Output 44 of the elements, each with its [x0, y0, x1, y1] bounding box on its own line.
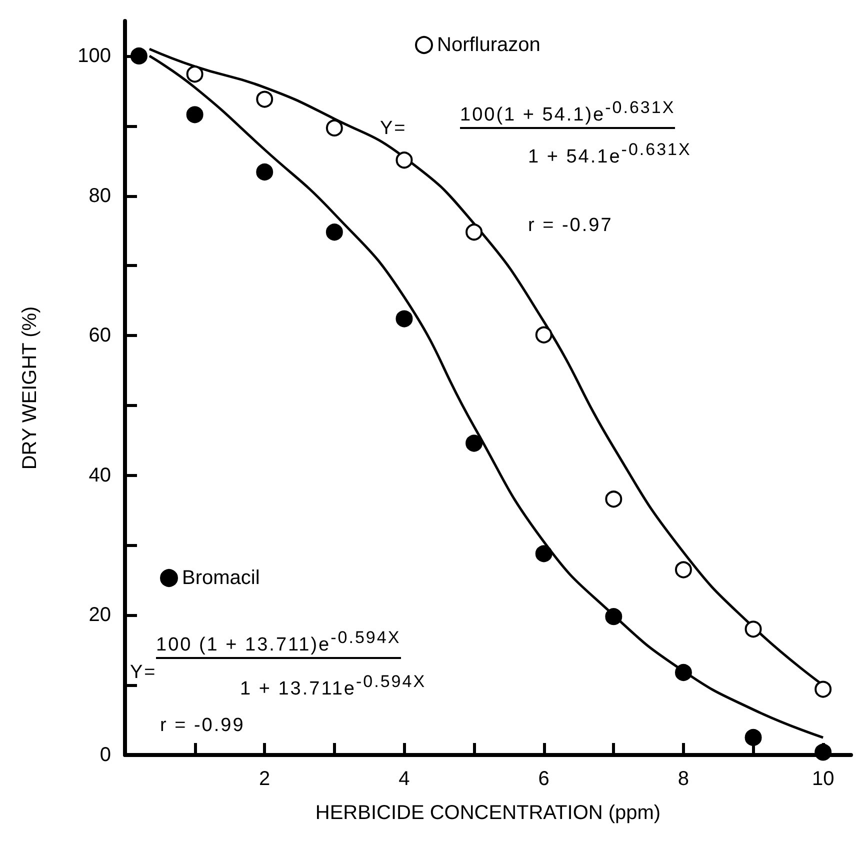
point [674, 664, 692, 682]
point [744, 729, 762, 746]
annotation: r = -0.97 [528, 215, 613, 237]
point [535, 545, 552, 562]
point [326, 224, 343, 241]
legend-label: Norflurazon [437, 34, 540, 56]
point [535, 326, 552, 344]
point [186, 66, 204, 83]
y-tick-label: 20 [88, 604, 111, 626]
point [326, 119, 343, 136]
point [744, 620, 762, 638]
x-tick-label: 2 [259, 768, 270, 790]
point [814, 680, 832, 698]
y-tick-label: 100 [78, 44, 111, 67]
x-tick-label: 10 [812, 768, 834, 790]
y-tick-label: 80 [88, 184, 111, 207]
point [256, 90, 274, 108]
point [674, 561, 692, 578]
y-axis-title: DRY WEIGHT (%) [19, 306, 41, 470]
point [396, 152, 413, 169]
x-tick-label: 4 [398, 768, 410, 790]
annotation: Y= [130, 662, 157, 684]
point [186, 106, 204, 124]
annotation: 100(1 + 54.1)e$^{-0.631X}$ [460, 98, 676, 130]
y-tick-label: 60 [88, 324, 111, 347]
point [814, 744, 832, 761]
x-tick-label: 8 [678, 768, 690, 790]
legend-label: Bromacil [182, 567, 260, 589]
point [256, 164, 274, 180]
point [130, 47, 148, 64]
annotation: Y= [380, 118, 407, 140]
point [396, 310, 413, 328]
y-tick-label: 0 [100, 744, 111, 766]
annotation: 100 (1 + 13.711)e$^{-0.594X}$ [156, 628, 401, 660]
y-tick-label: 40 [88, 464, 111, 486]
point [605, 608, 622, 626]
x-tick-label: 6 [538, 768, 550, 790]
annotation: 1 + 54.1e$^{-0.631X}$ [528, 140, 692, 168]
point [605, 490, 622, 508]
point [466, 434, 483, 452]
x-axis-title: HERBICIDE CONCENTRATION (ppm) [315, 802, 661, 824]
point [466, 224, 483, 241]
annotation: 1 + 13.711e$^{-0.594X}$ [240, 672, 426, 700]
annotation: r = -0.99 [160, 715, 245, 737]
